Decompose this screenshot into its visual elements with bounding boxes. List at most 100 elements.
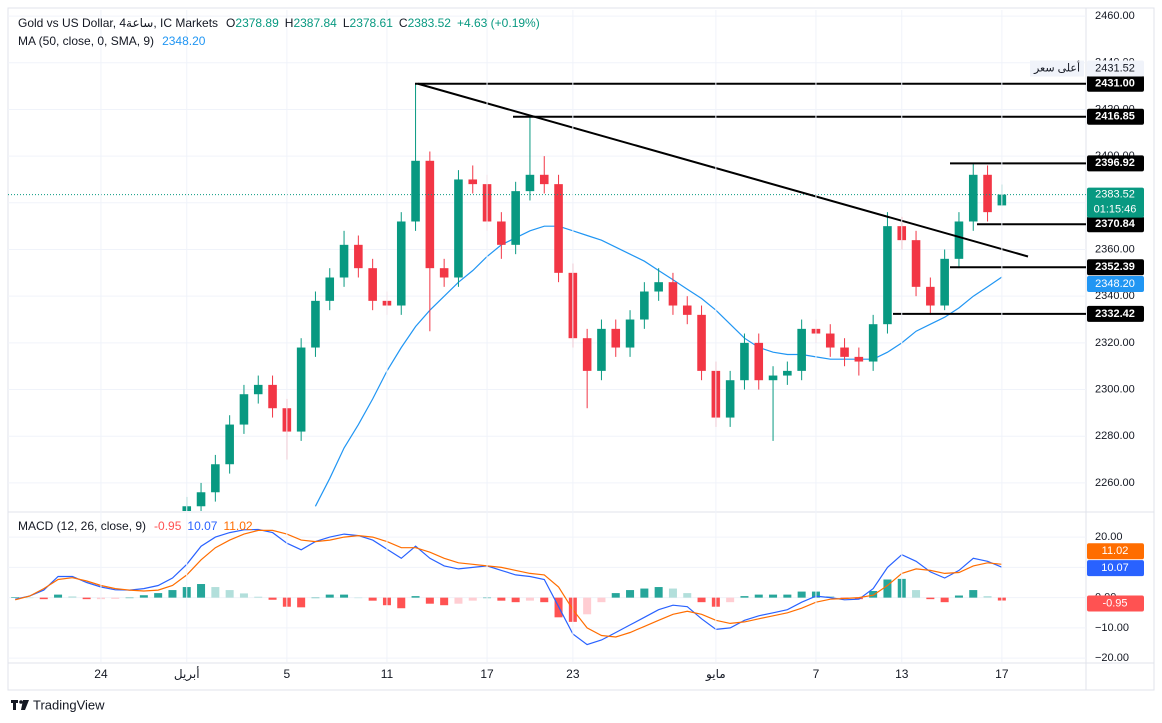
level-badge [1087, 108, 1144, 125]
candle-body [668, 282, 678, 306]
histogram-bar [11, 597, 20, 598]
y-tick-label: −10.00 [1095, 622, 1129, 634]
histogram-bar [540, 597, 549, 603]
candle-body [368, 268, 377, 301]
histogram-bar [354, 597, 363, 599]
histogram-bar [325, 594, 334, 598]
histogram-bar [697, 597, 706, 603]
histogram-bar [983, 596, 992, 598]
histogram-bar [225, 590, 234, 598]
histogram-bar [68, 596, 77, 598]
macd-badge [1087, 560, 1144, 577]
level-label: 2352.39 [1095, 261, 1135, 273]
ohlc-value: 2378.61 [350, 16, 394, 30]
histogram-bar [468, 597, 477, 601]
ohlc-value: 2378.89 [235, 16, 279, 30]
histogram-bar [397, 597, 406, 609]
histogram-bar [826, 596, 835, 598]
x-tick-label: 13 [895, 667, 909, 681]
histogram-bar [497, 597, 506, 601]
histogram-bar [368, 597, 377, 601]
close-value: 2383.52 [1095, 189, 1135, 201]
candle-body [468, 179, 478, 185]
hist-badge [1087, 595, 1144, 612]
trendline [417, 82, 1029, 258]
histogram-bar [740, 596, 749, 598]
y-tick-label: 2300.00 [1095, 383, 1135, 395]
histogram-bar [197, 584, 206, 598]
candle-body [525, 174, 535, 192]
macd-pane [8, 528, 1086, 659]
histogram-bar [511, 597, 520, 603]
candle-body [140, 646, 149, 658]
ma-value: 2348.20 [1095, 278, 1135, 290]
candle-body [111, 665, 120, 674]
high-tag: أعلى سعر [1033, 60, 1080, 74]
candle-body [854, 356, 864, 362]
candle-body [911, 240, 921, 287]
histogram-bar [25, 597, 34, 599]
histogram-bar [440, 597, 449, 606]
ohlc-key: O [226, 16, 235, 30]
candle-body [154, 611, 163, 646]
price-pane [8, 15, 1086, 674]
histogram-bar [239, 593, 248, 598]
signal-value: 11.02 [1102, 545, 1129, 557]
high-value: 2431.52 [1095, 62, 1135, 74]
candle-body [983, 174, 992, 213]
x-tick-label: مايو [705, 667, 726, 682]
y-tick-label: 2260.00 [1095, 477, 1135, 489]
histogram-bar [139, 595, 148, 598]
high-badge [1087, 60, 1144, 77]
x-tick-label: 23 [566, 667, 580, 681]
histogram-bar [111, 597, 120, 599]
histogram-bar [425, 597, 434, 604]
histogram-bar [268, 597, 277, 600]
ohlc-key: C [399, 16, 408, 30]
candle-body [783, 370, 792, 376]
candle-body [926, 286, 935, 306]
macd-title: MACD (12, 26, close, 9) [18, 519, 146, 533]
candle-body [497, 221, 506, 245]
candle-body [697, 314, 706, 371]
x-tick-label: أبريل [174, 666, 200, 682]
histogram-bar [869, 590, 878, 598]
frame [7, 7, 1155, 691]
histogram-bar [926, 597, 935, 600]
candle-body [625, 319, 635, 348]
signal-legend-value: 11.02 [223, 519, 252, 533]
histogram-bar [297, 597, 306, 608]
histogram-bar [969, 590, 978, 598]
candle-body [168, 565, 177, 612]
histogram-bar [854, 597, 863, 600]
y-tick-label: 2320.00 [1095, 337, 1135, 349]
histogram-bar [39, 597, 48, 600]
change: +4.63 (+0.19%) [457, 16, 540, 30]
x-tick-label: 24 [94, 667, 108, 681]
histogram-bar [883, 579, 892, 598]
candle-body [740, 342, 749, 381]
candle-body [582, 338, 592, 371]
histogram-bar [769, 594, 778, 598]
brand-logo [11, 700, 29, 710]
candle-body [454, 179, 463, 278]
histogram-bar [411, 596, 420, 598]
histogram-bar [168, 590, 177, 598]
candle-body [840, 347, 849, 357]
ohlc-key: H [285, 16, 294, 30]
candle-body [311, 300, 320, 348]
candle-body [325, 277, 335, 301]
macd-line [15, 528, 1003, 646]
x-tick-label: 17 [480, 667, 494, 681]
candle-body [396, 221, 406, 306]
histogram-bar [211, 587, 220, 598]
candle-body [868, 324, 878, 362]
candle-body [354, 244, 363, 269]
histogram-bar [626, 590, 635, 598]
histogram-bar [912, 590, 921, 598]
candle-body [797, 328, 806, 371]
y-tick-label: 2460.00 [1095, 10, 1135, 22]
x-tick-label: 5 [284, 667, 291, 681]
symbol: Gold vs US Dollar, 4ساعة, IC Markets [18, 16, 218, 30]
histogram-bar [311, 597, 320, 599]
